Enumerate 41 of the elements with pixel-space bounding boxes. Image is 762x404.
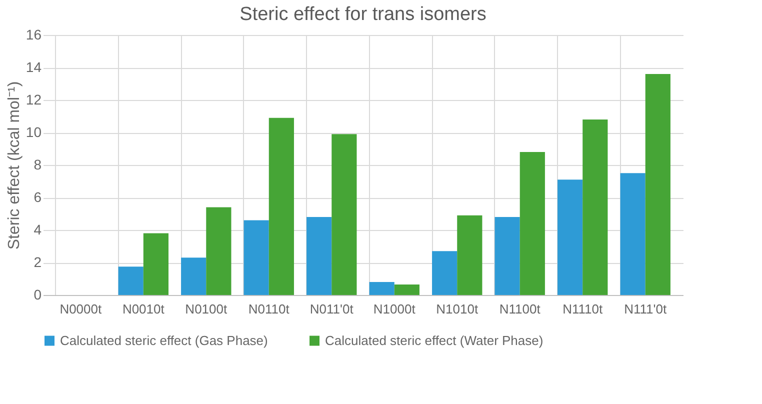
y-tick-label: 8 (34, 156, 42, 172)
x-tick-label: N1110t (562, 302, 603, 316)
x-tick-label: N111'0t (624, 302, 667, 316)
legend-label: Calculated steric effect (Gas Phase) (60, 332, 268, 348)
bar (268, 118, 294, 295)
y-tick-label: 2 (34, 254, 42, 270)
chart-title: Steric effect for trans isomers (240, 4, 486, 25)
x-tick-label: N0100t (185, 302, 228, 316)
bar (432, 251, 458, 295)
legend-label: Calculated steric effect (Water Phase) (325, 332, 544, 348)
bar (306, 217, 332, 295)
bar (620, 173, 646, 295)
x-tick-label: N011'0t (310, 302, 354, 316)
x-tick-label: N0110t (248, 302, 290, 316)
y-tick-label: 16 (26, 26, 42, 42)
bar (494, 217, 520, 295)
bar (244, 220, 269, 295)
bar (369, 282, 394, 295)
bar (118, 266, 144, 295)
bar (332, 134, 357, 295)
y-tick-label: 4 (34, 222, 42, 238)
x-tick-label: N0000t (60, 302, 102, 316)
y-tick-label: 6 (34, 189, 42, 205)
x-tick-label: N1100t (499, 302, 541, 316)
y-tick-label: 12 (26, 92, 42, 108)
x-tick-label: N0010t (122, 302, 165, 316)
bar (394, 284, 420, 295)
x-tick-label: N1010t (436, 302, 478, 316)
x-tick-label: N1000t (373, 302, 416, 316)
bar (181, 258, 206, 295)
bar (206, 207, 232, 295)
bar (582, 120, 608, 295)
y-tick-label: 10 (26, 124, 42, 140)
bar (457, 215, 482, 295)
y-tick-label: 0 (34, 286, 42, 302)
bar (558, 180, 583, 295)
bar (645, 74, 670, 295)
y-tick-label: 14 (26, 59, 42, 75)
bar (143, 233, 168, 295)
y-axis-title: Steric effect (kcal mol⁻¹) (6, 81, 23, 250)
bar (520, 152, 545, 295)
